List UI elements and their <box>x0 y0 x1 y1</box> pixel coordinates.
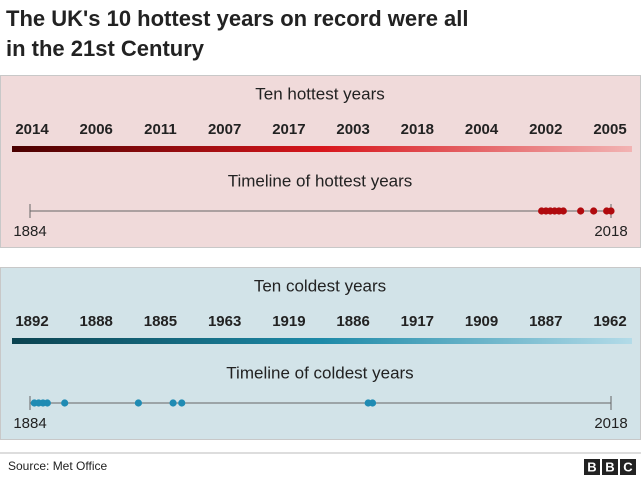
year-dot <box>590 207 598 215</box>
ranked-year: 2003 <box>336 121 369 138</box>
ranked-year: 1888 <box>80 313 113 330</box>
gradient-bar <box>12 338 632 344</box>
year-dot <box>577 207 585 215</box>
ranked-year: 1919 <box>272 313 305 330</box>
ranked-year: 2018 <box>401 121 434 138</box>
year-dot <box>551 207 559 215</box>
logo-letter: B <box>587 459 596 474</box>
logo-box <box>602 459 618 475</box>
tick-label: 1884 <box>13 415 46 432</box>
ranked-year: 2002 <box>529 121 562 138</box>
year-dot <box>134 399 142 407</box>
ranked-year: 1909 <box>465 313 498 330</box>
logo-letter: C <box>623 459 633 474</box>
ranked-year: 1917 <box>401 313 434 330</box>
year-dot <box>39 399 47 407</box>
ranked-year: 1962 <box>593 313 626 330</box>
year-dot <box>178 399 186 407</box>
ranked-year: 1963 <box>208 313 241 330</box>
tick-label: 2018 <box>594 223 627 240</box>
source: Source: Met Office <box>8 459 107 473</box>
ranked-year: 2017 <box>272 121 305 138</box>
logo-letter: B <box>605 459 614 474</box>
year-dot <box>538 207 546 215</box>
tick-label: 2018 <box>594 415 627 432</box>
timeline-title: Timeline of hottest years <box>228 171 413 190</box>
ranked-year: 2007 <box>208 121 241 138</box>
ranked-year: 1887 <box>529 313 562 330</box>
panel-title: Ten coldest years <box>254 276 386 295</box>
year-dot <box>607 207 615 215</box>
ranked-year: 1885 <box>144 313 177 330</box>
title-line: The UK's 10 hottest years on record were… <box>6 6 469 31</box>
panel <box>0 267 641 440</box>
ranked-year: 2005 <box>593 121 626 138</box>
tick-label: 1884 <box>13 223 46 240</box>
year-dot <box>364 399 372 407</box>
ranked-year: 2004 <box>465 121 499 138</box>
ranked-year: 2014 <box>15 121 49 138</box>
timeline-title: Timeline of coldest years <box>226 363 413 382</box>
panel <box>0 75 641 248</box>
ranked-year: 1892 <box>15 313 48 330</box>
logo-box <box>620 459 636 475</box>
logo-box <box>584 459 600 475</box>
ranked-year: 1886 <box>336 313 369 330</box>
year-dot <box>169 399 177 407</box>
title-line: in the 21st Century <box>6 36 205 61</box>
ranked-year: 2011 <box>144 121 177 138</box>
year-dot <box>559 207 567 215</box>
panel-title: Ten hottest years <box>255 84 384 103</box>
year-dot <box>61 399 69 407</box>
ranked-year: 2006 <box>80 121 113 138</box>
gradient-bar <box>12 146 632 152</box>
